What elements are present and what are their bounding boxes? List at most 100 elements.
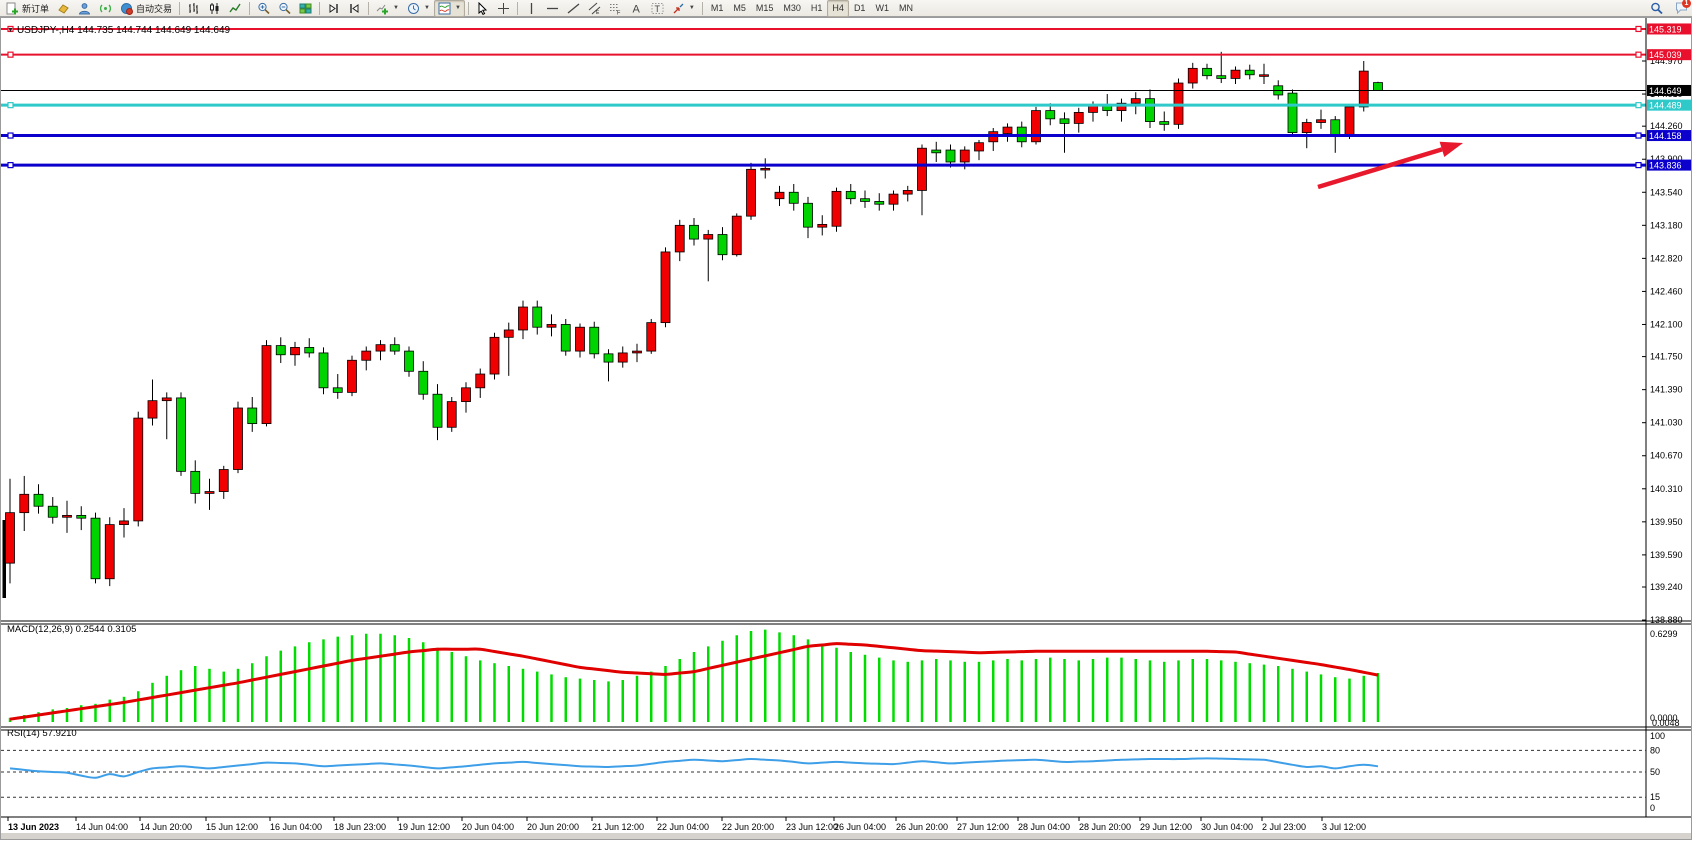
new-order-button[interactable]: 新订单 bbox=[2, 0, 53, 17]
tile-windows-icon bbox=[299, 2, 312, 15]
arrows-button[interactable]: ▼ bbox=[668, 0, 699, 17]
chart-title: ▼ USDJPY-,H4 144.735 144.744 144.649 144.… bbox=[7, 25, 231, 36]
text-label-icon: T bbox=[651, 2, 664, 15]
notifications-button[interactable]: 1 bbox=[1675, 0, 1691, 16]
candle bbox=[632, 350, 642, 354]
bar-chart-icon bbox=[187, 2, 200, 15]
fibonacci-button[interactable]: F bbox=[605, 0, 626, 17]
chart-window[interactable]: 144.970144.610144.260143.900143.540143.1… bbox=[0, 17, 1692, 840]
svg-text:143.836: 143.836 bbox=[1649, 161, 1682, 171]
symbol-dropdown-icon[interactable]: ▼ bbox=[7, 27, 14, 34]
vertical-line-icon bbox=[525, 2, 538, 15]
candle bbox=[788, 191, 799, 204]
market-watch-button[interactable] bbox=[53, 0, 74, 17]
svg-text:23 Jun 12:00: 23 Jun 12:00 bbox=[786, 822, 838, 832]
timeframe-h1-button[interactable]: H1 bbox=[810, 3, 823, 13]
cursor-button[interactable] bbox=[472, 0, 493, 17]
timeframe-m30-button[interactable]: M30 bbox=[783, 3, 801, 13]
candle bbox=[404, 350, 414, 372]
svg-text:144.649: 144.649 bbox=[1649, 86, 1682, 96]
toolbar-divider bbox=[249, 1, 251, 15]
trendline-button[interactable] bbox=[563, 0, 584, 17]
svg-text:18 Jun 23:00: 18 Jun 23:00 bbox=[334, 822, 386, 832]
candle bbox=[190, 470, 201, 494]
crosshair-button[interactable] bbox=[493, 0, 514, 17]
chart-canvas[interactable]: 144.970144.610144.260143.900143.540143.1… bbox=[0, 17, 1692, 840]
svg-text:144.970: 144.970 bbox=[1650, 56, 1683, 66]
auto-scroll-button[interactable] bbox=[323, 0, 344, 17]
candle bbox=[1059, 118, 1070, 124]
tile-windows-button[interactable] bbox=[295, 0, 316, 17]
vertical-line-button[interactable] bbox=[521, 0, 542, 17]
text-label-button[interactable]: T bbox=[647, 0, 668, 17]
candle bbox=[1116, 102, 1127, 111]
dropdown-caret-icon: ▼ bbox=[423, 5, 430, 11]
line-handle bbox=[7, 102, 14, 109]
candle bbox=[717, 234, 728, 256]
candle bbox=[218, 469, 229, 492]
level-lines[interactable] bbox=[1, 25, 1646, 169]
text-button[interactable]: A bbox=[626, 0, 647, 17]
svg-text:28 Jun 20:00: 28 Jun 20:00 bbox=[1079, 822, 1131, 832]
templates-button[interactable]: ▼ bbox=[433, 0, 465, 17]
candle bbox=[1287, 92, 1298, 134]
candle bbox=[1259, 74, 1269, 77]
svg-text:2 Jul 23:00: 2 Jul 23:00 bbox=[1262, 822, 1306, 832]
svg-text:144.158: 144.158 bbox=[1649, 131, 1682, 141]
timeframe-m5-button[interactable]: M5 bbox=[733, 3, 746, 13]
candle bbox=[19, 493, 30, 514]
arrow-annotation[interactable] bbox=[1317, 141, 1463, 190]
timeframe-m15-button[interactable]: M15 bbox=[755, 3, 774, 13]
candlestick-chart-button[interactable] bbox=[204, 0, 225, 17]
svg-text:140.670: 140.670 bbox=[1650, 451, 1683, 461]
timeframe-w1-button[interactable]: W1 bbox=[875, 3, 889, 13]
horizontal-line-button[interactable] bbox=[542, 0, 563, 17]
zoom-out-button[interactable] bbox=[274, 0, 295, 17]
candle bbox=[974, 142, 984, 152]
search-button[interactable] bbox=[1646, 0, 1667, 17]
candle bbox=[674, 224, 685, 253]
timeframe-m1-button[interactable]: M1 bbox=[710, 3, 724, 13]
signal-button[interactable] bbox=[95, 0, 116, 17]
candle bbox=[817, 224, 828, 228]
bar-chart-button[interactable] bbox=[183, 0, 204, 17]
svg-text:141.750: 141.750 bbox=[1650, 352, 1683, 362]
candlestick-chart-icon bbox=[208, 2, 221, 15]
profile-button[interactable] bbox=[74, 0, 95, 17]
svg-text:142.100: 142.100 bbox=[1650, 319, 1683, 329]
toolbar-divider bbox=[319, 1, 321, 15]
chart-shift-button[interactable] bbox=[344, 0, 365, 17]
candle bbox=[532, 306, 543, 328]
timeframe-d1-button[interactable]: D1 bbox=[853, 3, 866, 13]
time-axis[interactable]: 13 Jun 2023 14 Jun 04:00 14 Jun 20:00 15 Ju… bbox=[7, 817, 1366, 832]
svg-text:0: 0 bbox=[1650, 803, 1655, 813]
svg-text:27 Jun 12:00: 27 Jun 12:00 bbox=[957, 822, 1009, 832]
autotrade-button[interactable]: 自动交易 bbox=[116, 0, 176, 17]
clipped-candle bbox=[2, 520, 6, 598]
candle bbox=[689, 224, 699, 240]
dropdown-caret-icon: ▼ bbox=[454, 5, 461, 11]
zoom-in-button[interactable] bbox=[253, 0, 274, 17]
candle bbox=[1301, 122, 1312, 134]
candle bbox=[1230, 69, 1241, 79]
svg-text:0.0048: 0.0048 bbox=[1652, 718, 1680, 728]
svg-text:22 Jun 20:00: 22 Jun 20:00 bbox=[722, 822, 774, 832]
indicators-button[interactable]: ▼ bbox=[372, 0, 403, 17]
indicators-icon bbox=[376, 2, 389, 15]
svg-text:28 Jun 04:00: 28 Jun 04:00 bbox=[1018, 822, 1070, 832]
candle bbox=[147, 400, 158, 419]
line-handle bbox=[7, 25, 14, 33]
timeframe-mn-button[interactable]: MN bbox=[898, 3, 913, 13]
channel-button[interactable]: E bbox=[584, 0, 605, 17]
periods-button[interactable]: ▼ bbox=[403, 0, 434, 17]
text-icon: A bbox=[630, 2, 643, 15]
timeframe-h4-button[interactable]: H4 bbox=[827, 0, 849, 17]
svg-text:21 Jun 12:00: 21 Jun 12:00 bbox=[592, 822, 644, 832]
line-chart-button[interactable] bbox=[225, 0, 246, 17]
candle bbox=[318, 352, 329, 389]
candle bbox=[76, 515, 87, 519]
line-handle bbox=[1635, 132, 1642, 139]
candle bbox=[176, 397, 186, 472]
candle bbox=[731, 215, 742, 256]
svg-text:139.240: 139.240 bbox=[1650, 582, 1683, 592]
